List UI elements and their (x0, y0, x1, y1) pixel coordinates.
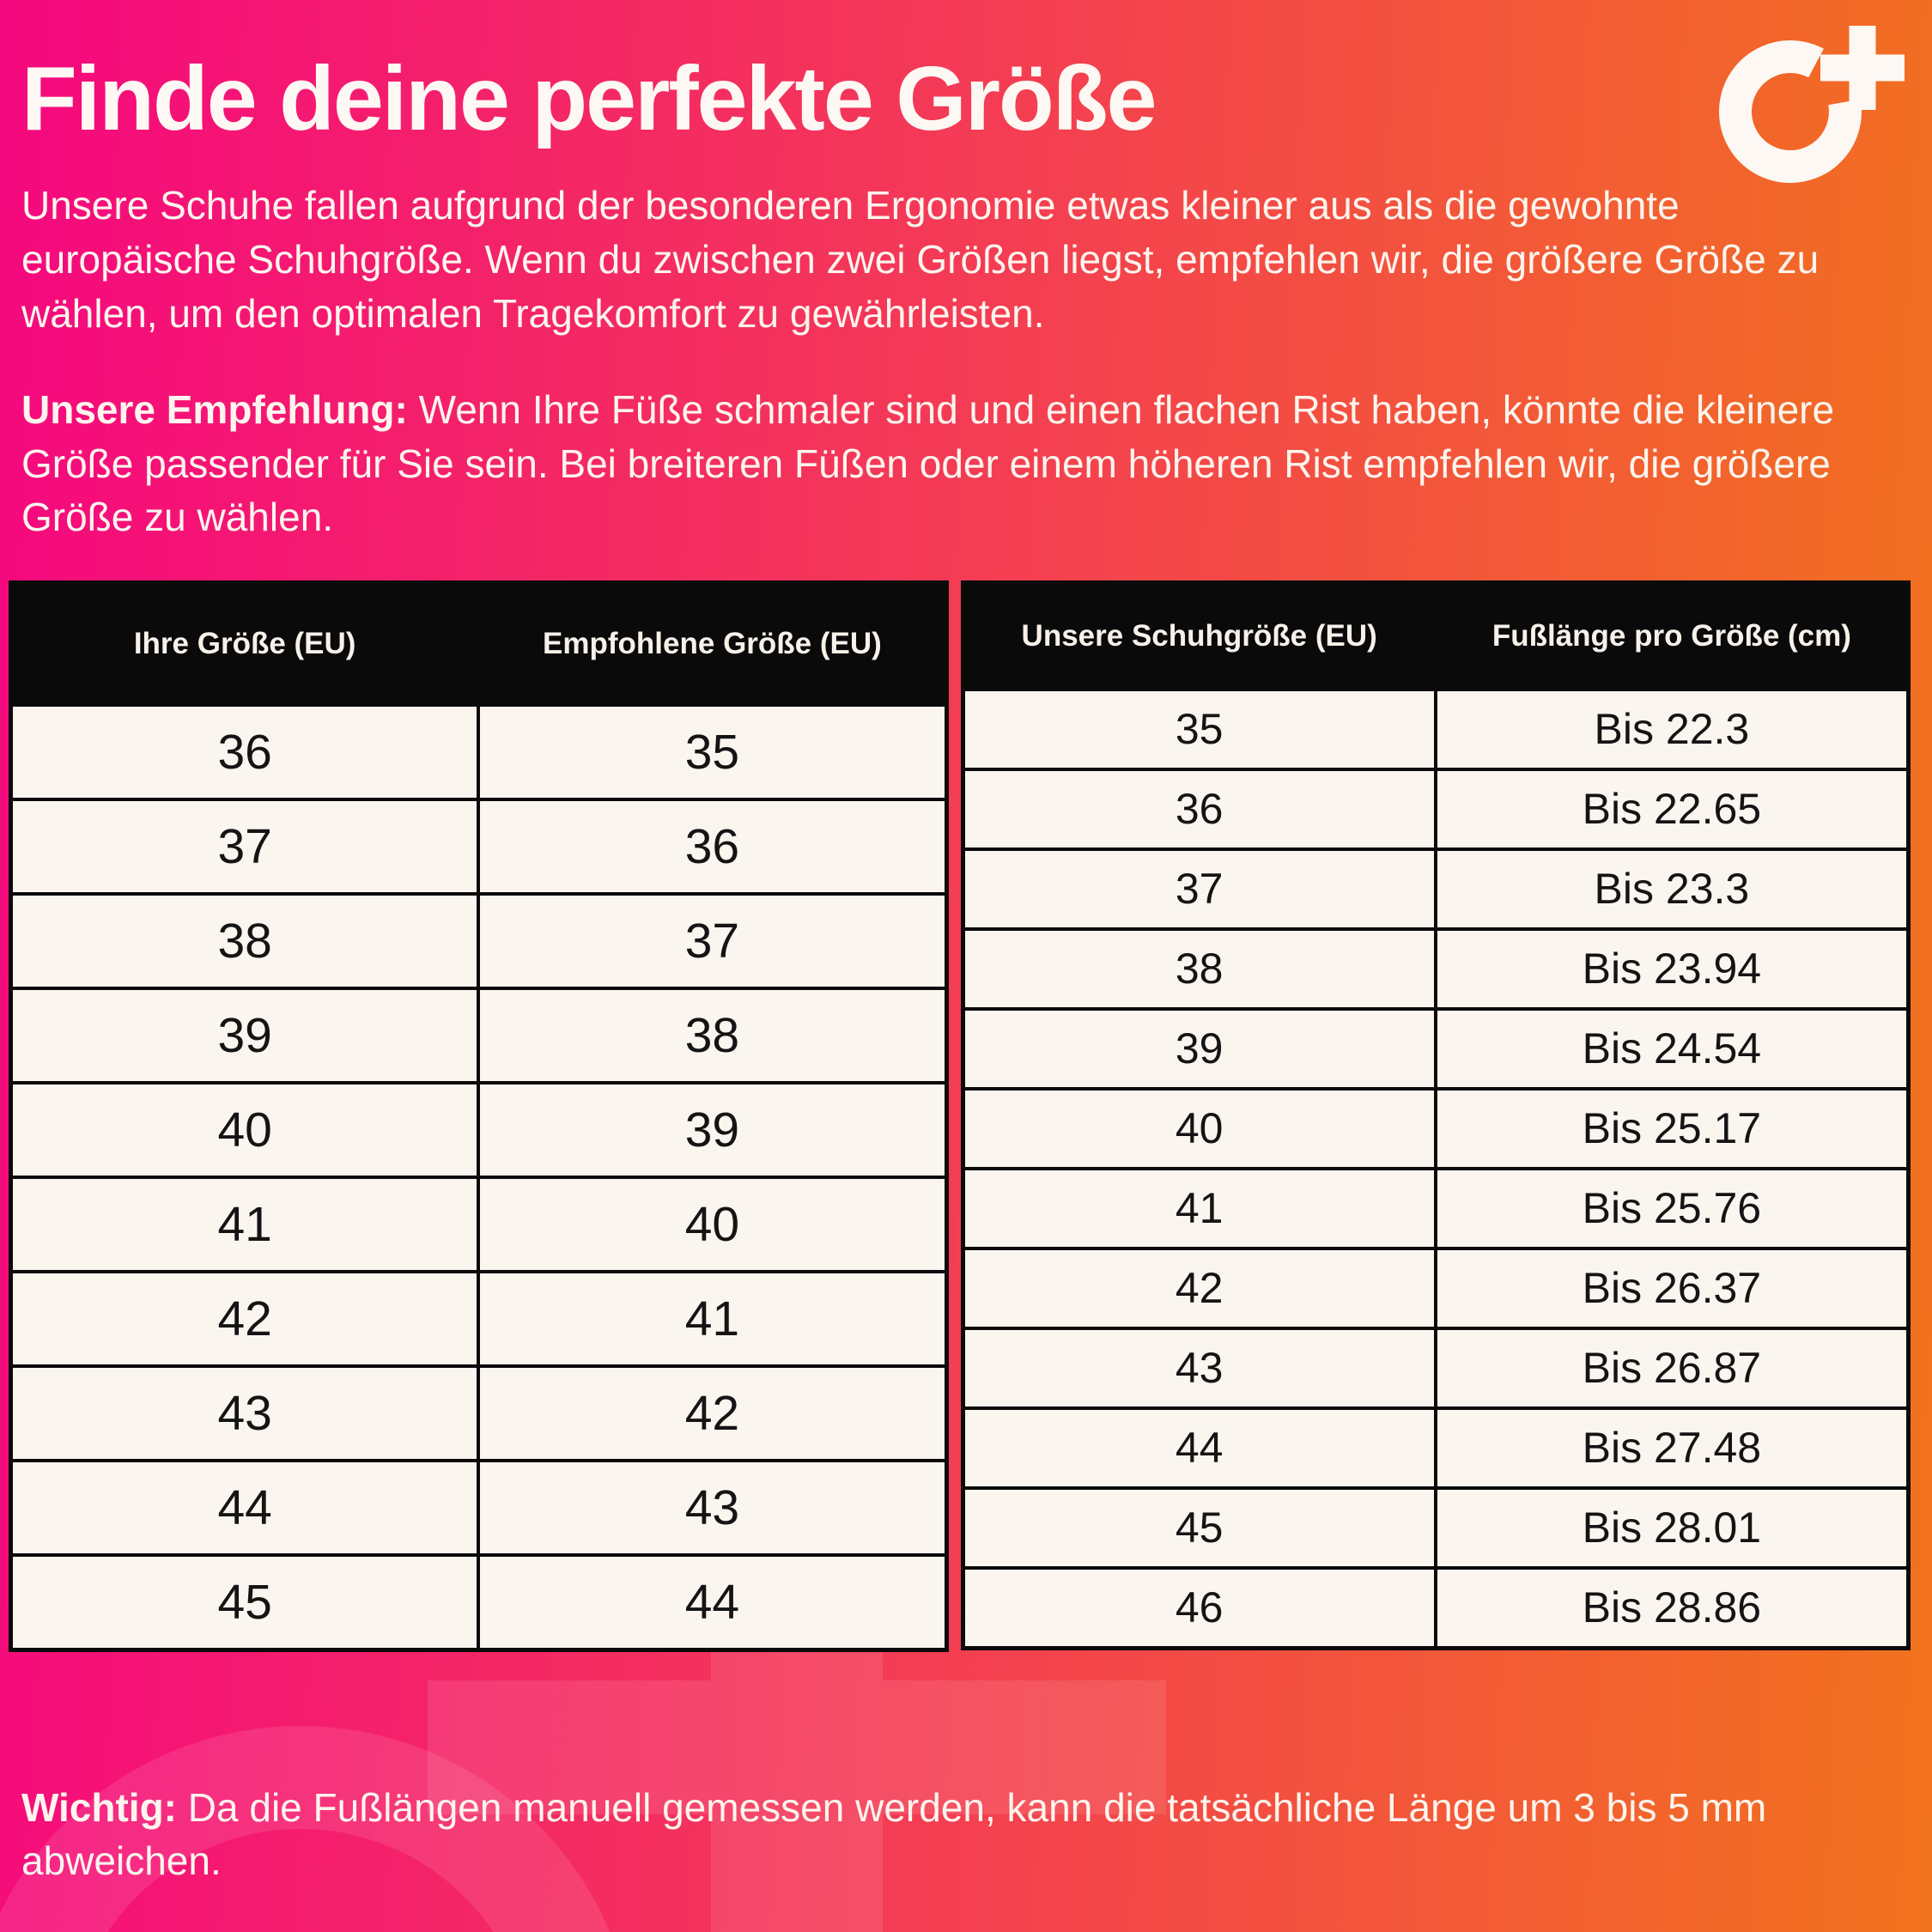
table-row: 39 Bis 24.54 (961, 1006, 1911, 1091)
table-cell: 37 (961, 847, 1437, 931)
table-cell: 41 (9, 1175, 481, 1273)
table-cell: 35 (961, 687, 1437, 771)
table-cell: 39 (477, 1080, 949, 1179)
length-table-body: 35 Bis 22.3 36 Bis 22.65 37 Bis 23.3 38 Bis 23.… (961, 687, 1911, 1650)
recommendation-text: Wenn Ihre Füße schmaler sind und einen f… (21, 387, 1835, 540)
table-cell: 38 (9, 891, 481, 990)
watermark-circle-plus-logo (0, 1546, 1166, 1932)
table-cell: Bis 28.01 (1433, 1485, 1911, 1570)
column-header-your-size: Ihre Größe (EU) (9, 580, 481, 707)
foot-length-table: Unsere Schuhgröße (EU) Fußlänge pro Größ… (960, 580, 1911, 1650)
table-row: 44 Bis 27.48 (961, 1406, 1911, 1490)
table-row: 36 35 (9, 702, 949, 801)
table-cell: Bis 25.17 (1433, 1086, 1911, 1170)
size-recommendation-table: Ihre Größe (EU) Empfohlene Größe (EU) 36… (9, 580, 949, 1652)
column-header-shoe-size: Unsere Schuhgröße (EU) (961, 580, 1437, 691)
recommendation-label: Unsere Empfehlung: (21, 387, 408, 433)
table-cell: 41 (477, 1269, 949, 1368)
table-cell: 42 (477, 1364, 949, 1462)
column-header-recommended-size: Empfohlene Größe (EU) (477, 580, 949, 707)
table-row: 41 40 (9, 1175, 949, 1273)
note-text: Da die Fußlängen manuell gemessen werden… (21, 1784, 1767, 1884)
table-cell: 39 (961, 1006, 1437, 1091)
table-cell: 45 (9, 1552, 481, 1652)
note-label: Wichtig: (21, 1784, 177, 1830)
table-cell: 44 (477, 1552, 949, 1652)
page-title: Finde deine perfekte Größe (21, 48, 1157, 149)
table-row: 40 Bis 25.17 (961, 1086, 1911, 1170)
table-cell: 36 (9, 702, 481, 801)
column-header-foot-length: Fußlänge pro Größe (cm) (1433, 580, 1911, 691)
table-cell: 42 (9, 1269, 481, 1368)
table-cell: 35 (477, 702, 949, 801)
size-table-header: Ihre Größe (EU) Empfohlene Größe (EU) (9, 580, 949, 707)
table-cell: Bis 28.86 (1433, 1565, 1911, 1650)
table-cell: 38 (961, 927, 1437, 1011)
table-cell: 37 (9, 797, 481, 896)
table-cell: 40 (477, 1175, 949, 1273)
table-cell: Bis 27.48 (1433, 1406, 1911, 1490)
note-paragraph: Wichtig: Da die Fußlängen manuell gemess… (21, 1781, 1880, 1888)
table-row: 37 36 (9, 797, 949, 896)
table-cell: Bis 22.65 (1433, 767, 1911, 851)
table-cell: Bis 22.3 (1433, 687, 1911, 771)
table-row: 39 38 (9, 986, 949, 1084)
table-cell: Bis 26.87 (1433, 1326, 1911, 1410)
table-cell: 36 (477, 797, 949, 896)
table-row: 46 Bis 28.86 (961, 1565, 1911, 1650)
table-cell: 43 (477, 1458, 949, 1557)
table-cell: Bis 23.3 (1433, 847, 1911, 931)
table-cell: 46 (961, 1565, 1437, 1650)
table-cell: Bis 23.94 (1433, 927, 1911, 1011)
table-cell: 40 (961, 1086, 1437, 1170)
content-area: Finde deine perfekte Größe Unsere Schuhe… (9, 48, 1911, 1888)
table-cell: 40 (9, 1080, 481, 1179)
table-cell: 43 (9, 1364, 481, 1462)
circle-plus-logo-icon (1718, 26, 1905, 183)
table-cell: 37 (477, 891, 949, 990)
recommendation-paragraph: Unsere Empfehlung: Wenn Ihre Füße schmal… (21, 383, 1880, 544)
table-cell: 44 (9, 1458, 481, 1557)
table-cell: 43 (961, 1326, 1437, 1410)
table-row: 38 37 (9, 891, 949, 990)
table-cell: 42 (961, 1246, 1437, 1330)
table-row: 43 Bis 26.87 (961, 1326, 1911, 1410)
table-row: 40 39 (9, 1080, 949, 1179)
table-cell: 38 (477, 986, 949, 1084)
table-cell: Bis 26.37 (1433, 1246, 1911, 1330)
table-cell: Bis 25.76 (1433, 1166, 1911, 1250)
table-row: 44 43 (9, 1458, 949, 1557)
table-cell: 41 (961, 1166, 1437, 1250)
table-cell: 45 (961, 1485, 1437, 1570)
table-row: 38 Bis 23.94 (961, 927, 1911, 1011)
table-row: 45 44 (9, 1552, 949, 1652)
table-cell: 36 (961, 767, 1437, 851)
table-row: 41 Bis 25.76 (961, 1166, 1911, 1250)
table-row: 35 Bis 22.3 (961, 687, 1911, 771)
table-row: 43 42 (9, 1364, 949, 1462)
table-row: 42 41 (9, 1269, 949, 1368)
footer-note: Wichtig: Da die Fußlängen manuell gemess… (21, 1781, 1911, 1888)
table-row: 37 Bis 23.3 (961, 847, 1911, 931)
tables-row: Ihre Größe (EU) Empfohlene Größe (EU) 36… (9, 580, 1911, 1652)
table-row: 45 Bis 28.01 (961, 1485, 1911, 1570)
size-table-body: 36 35 37 36 38 37 39 38 40 39 41 40 42 41 43 42 44 43 45 44 (9, 702, 949, 1652)
length-table-header: Unsere Schuhgröße (EU) Fußlänge pro Größ… (961, 580, 1911, 691)
table-row: 36 Bis 22.65 (961, 767, 1911, 851)
table-cell: Bis 24.54 (1433, 1006, 1911, 1091)
table-row: 42 Bis 26.37 (961, 1246, 1911, 1330)
intro-paragraph: Unsere Schuhe fallen aufgrund der besond… (21, 183, 1820, 336)
table-cell: 39 (9, 986, 481, 1084)
table-cell: 44 (961, 1406, 1437, 1490)
